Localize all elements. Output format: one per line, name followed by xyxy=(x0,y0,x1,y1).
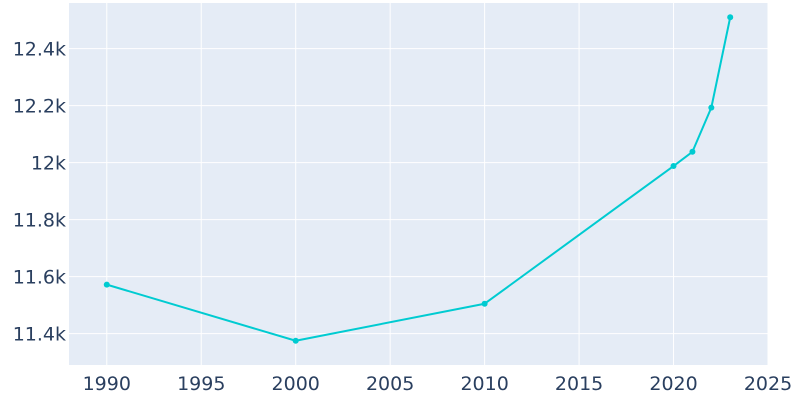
x-tick-label: 2025 xyxy=(744,373,792,395)
y-tick-label: 12.4k xyxy=(13,39,66,61)
y-axis-ticks: 11.4k 11.6k 11.8k 12k 12.2k 12.4k xyxy=(13,39,66,346)
y-tick-label: 11.4k xyxy=(13,324,66,346)
x-axis-ticks: 1990 1995 2000 2005 2010 2015 2020 2025 xyxy=(83,373,793,395)
x-tick-label: 2010 xyxy=(460,373,508,395)
data-point[interactable] xyxy=(670,163,677,170)
data-point[interactable] xyxy=(292,337,299,344)
x-tick-label: 1995 xyxy=(177,373,225,395)
plot-area xyxy=(69,3,768,365)
data-point[interactable] xyxy=(103,281,110,288)
y-tick-label: 12k xyxy=(31,153,66,175)
data-point[interactable] xyxy=(708,104,715,111)
x-tick-label: 1990 xyxy=(83,373,131,395)
y-tick-label: 11.6k xyxy=(13,267,66,289)
x-tick-label: 2020 xyxy=(649,373,697,395)
x-gridlines xyxy=(106,3,769,365)
series-layer xyxy=(103,14,734,344)
x-tick-label: 2000 xyxy=(272,373,320,395)
y-tick-label: 11.8k xyxy=(13,210,66,232)
data-point[interactable] xyxy=(727,14,734,21)
y-gridlines xyxy=(69,48,768,335)
data-point[interactable] xyxy=(689,148,696,155)
y-tick-label: 12.2k xyxy=(13,96,66,118)
x-tick-label: 2015 xyxy=(555,373,603,395)
data-point[interactable] xyxy=(481,300,488,307)
x-tick-label: 2005 xyxy=(366,373,414,395)
